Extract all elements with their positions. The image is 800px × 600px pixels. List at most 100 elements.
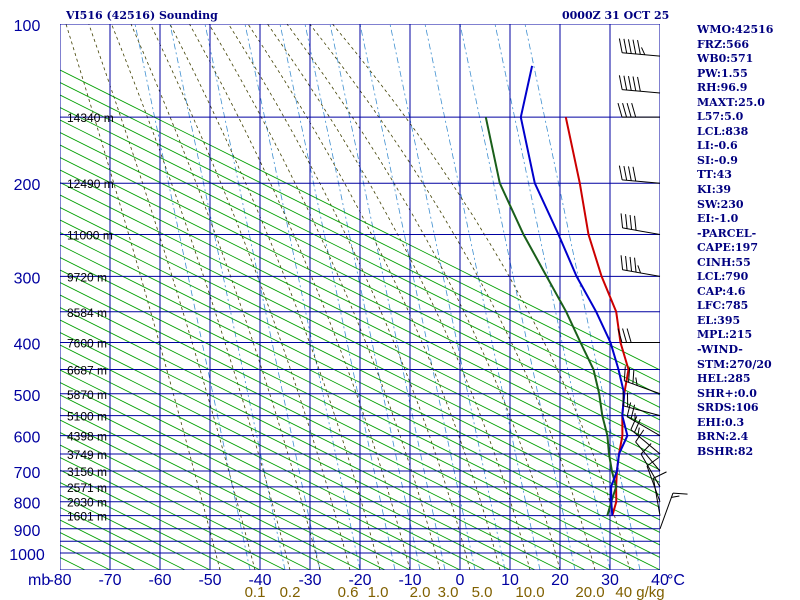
mixing-ratio-label: 2.0 (410, 584, 431, 600)
wind-barb-flag (623, 75, 628, 91)
index-line: BRN:2.4 (697, 430, 749, 444)
dry-adiabat-line (60, 407, 386, 570)
mixing-ratio-line (494, 24, 611, 570)
wind-barb-flag (626, 103, 632, 118)
wind-barb (630, 416, 661, 455)
index-line: LI:-0.6 (697, 139, 738, 153)
mixing-ratio-line (304, 24, 421, 570)
pressure-tick-label: 600 (14, 430, 41, 447)
pressure-tick-label: 500 (14, 388, 41, 405)
index-line: KI:39 (697, 183, 732, 197)
height-label: 6687 m (67, 364, 107, 378)
pressure-tick-label: 1000 (9, 547, 45, 564)
index-line: EL:395 (697, 313, 741, 327)
wind-barb-shaft (659, 492, 674, 529)
index-line: EHI:0.3 (697, 415, 745, 429)
mixing-ratio-label: 1.0 (368, 584, 389, 600)
wind-barb-flag (620, 255, 624, 270)
index-line: HEL:285 (697, 372, 751, 386)
moist-adiabat-line (332, 24, 631, 570)
wind-barb-flag (633, 419, 641, 433)
wind-barb (626, 402, 661, 437)
pressure-axis-label: mb (28, 572, 50, 589)
height-labels: 14340 m 12490 m 11000 m 9720 m 8584 m 7600 m 6… (67, 111, 114, 524)
index-line: -PARCEL- (697, 226, 757, 240)
index-line: L57:5.0 (697, 110, 744, 124)
dry-adiabat-line (60, 232, 660, 533)
temperature-tick-label: -60 (148, 572, 171, 589)
height-label: 8584 m (67, 306, 107, 320)
wind-barb (646, 457, 661, 502)
index-line: EI:-1.0 (697, 212, 739, 226)
mixing-ratio-line (359, 24, 476, 570)
wind-barb-shaft (622, 179, 661, 184)
pressure-tick-label: 300 (14, 270, 41, 287)
dry-adiabat-line (60, 132, 660, 433)
index-line: SW:230 (697, 197, 744, 211)
wind-barb-shaft (640, 453, 661, 488)
mixing-ratio-line (389, 24, 506, 570)
wind-barb-flag (637, 76, 641, 92)
index-line: RH:96.9 (697, 81, 748, 95)
wind-barb-flag (635, 377, 638, 386)
dry-adiabat-line (60, 394, 411, 570)
moist-adiabat-line (88, 24, 256, 570)
wind-barb (652, 471, 667, 516)
height-label: 11000 m (67, 229, 113, 243)
wind-barb (620, 213, 661, 236)
height-label: 4398 m (67, 430, 107, 444)
dry-adiabat-line (60, 294, 611, 570)
mixing-ratio-label: 10.0 (515, 584, 544, 600)
moist-adiabat-line (65, 24, 221, 570)
pressure-tick-label: 200 (14, 177, 41, 194)
wind-barb-flag (626, 328, 632, 343)
index-line: SRDS:106 (697, 401, 759, 415)
mixing-ratio-lines (134, 24, 641, 570)
wind-barb-flag (620, 213, 624, 228)
wind-barb-shaft (635, 441, 661, 472)
height-label: 5870 m (67, 388, 107, 402)
temperature-tick-label: -10 (398, 572, 421, 589)
mixing-ratio-line (424, 24, 541, 570)
wind-barb-shaft (630, 429, 661, 455)
wind-barb-flag (635, 429, 645, 443)
height-label: 2030 m (67, 496, 107, 510)
height-label: 1601 m (67, 510, 107, 524)
wind-barb-flag (627, 39, 632, 54)
temperature-tick-label: -80 (48, 572, 71, 589)
wind-barb-flag (625, 214, 628, 229)
wind-barb-flag (625, 256, 628, 271)
wind-barb-flag (628, 367, 631, 383)
wind-barb (617, 103, 660, 118)
mixing-ratio-label: 3.0 (438, 584, 459, 600)
wind-barbs (617, 38, 688, 529)
wind-barb-shaft (622, 52, 661, 57)
moist-adiabat-line (189, 24, 411, 570)
mixing-ratio-line (169, 24, 286, 570)
wind-barb-flag (637, 265, 642, 274)
moist-adiabat-line (150, 24, 351, 570)
dry-adiabat-line (0, 0, 10, 570)
pressure-tick-label: 900 (14, 523, 41, 540)
moist-adiabat-line (247, 24, 501, 570)
temperature-tick-label: -30 (298, 572, 321, 589)
mixing-ratio-line (204, 24, 321, 570)
wind-barb (635, 429, 661, 472)
index-line: WMO:42516 (697, 23, 774, 36)
wind-barb-flag (630, 404, 636, 420)
temperature-tick-label: -50 (198, 572, 221, 589)
mixing-ratio-line (244, 24, 361, 570)
dry-adiabat-line (60, 382, 436, 570)
dry-adiabat-line (60, 432, 336, 570)
wind-barb-flag (622, 328, 628, 343)
pressure-tick-label: 100 (14, 18, 41, 35)
wind-barb-flag (623, 366, 626, 381)
index-line: FRZ:566 (697, 37, 750, 51)
dry-adiabat-line (60, 244, 660, 546)
dry-adiabat-line (60, 257, 660, 558)
wind-barb-shaft (624, 380, 661, 395)
index-line: CINH:55 (697, 255, 751, 269)
wind-barb-flag (634, 257, 637, 273)
